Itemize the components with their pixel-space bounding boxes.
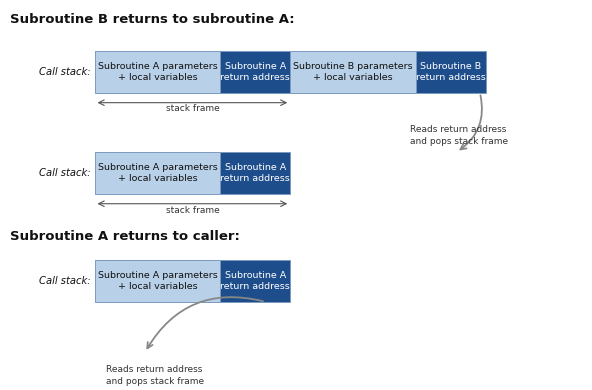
- Text: stack frame: stack frame: [166, 105, 219, 113]
- Text: Reads return address
and pops stack frame: Reads return address and pops stack fram…: [107, 365, 204, 386]
- Bar: [95, 261, 220, 302]
- Text: Subroutine B parameters
+ local variables: Subroutine B parameters + local variable…: [293, 62, 413, 82]
- Bar: [416, 51, 485, 92]
- Text: stack frame: stack frame: [166, 206, 219, 214]
- Bar: [220, 51, 290, 92]
- Bar: [290, 51, 416, 92]
- Text: Subroutine A
return address: Subroutine A return address: [220, 62, 290, 82]
- Text: Subroutine A parameters
+ local variables: Subroutine A parameters + local variable…: [98, 271, 217, 291]
- Text: Subroutine A
return address: Subroutine A return address: [220, 163, 290, 183]
- Text: Subroutine B
return address: Subroutine B return address: [416, 62, 485, 82]
- Text: Call stack:: Call stack:: [39, 67, 91, 77]
- Text: Reads return address
and pops stack frame: Reads return address and pops stack fram…: [410, 126, 508, 146]
- Bar: [95, 152, 220, 193]
- Text: Subroutine A returns to caller:: Subroutine A returns to caller:: [10, 230, 240, 243]
- Text: Call stack:: Call stack:: [39, 168, 91, 178]
- Text: Subroutine A
return address: Subroutine A return address: [220, 271, 290, 291]
- Text: Subroutine B returns to subroutine A:: Subroutine B returns to subroutine A:: [10, 13, 295, 26]
- Text: Subroutine A parameters
+ local variables: Subroutine A parameters + local variable…: [98, 163, 217, 183]
- Bar: [220, 152, 290, 193]
- Text: Subroutine A parameters
+ local variables: Subroutine A parameters + local variable…: [98, 62, 217, 82]
- Bar: [95, 51, 220, 92]
- Bar: [220, 261, 290, 302]
- Text: Call stack:: Call stack:: [39, 276, 91, 286]
